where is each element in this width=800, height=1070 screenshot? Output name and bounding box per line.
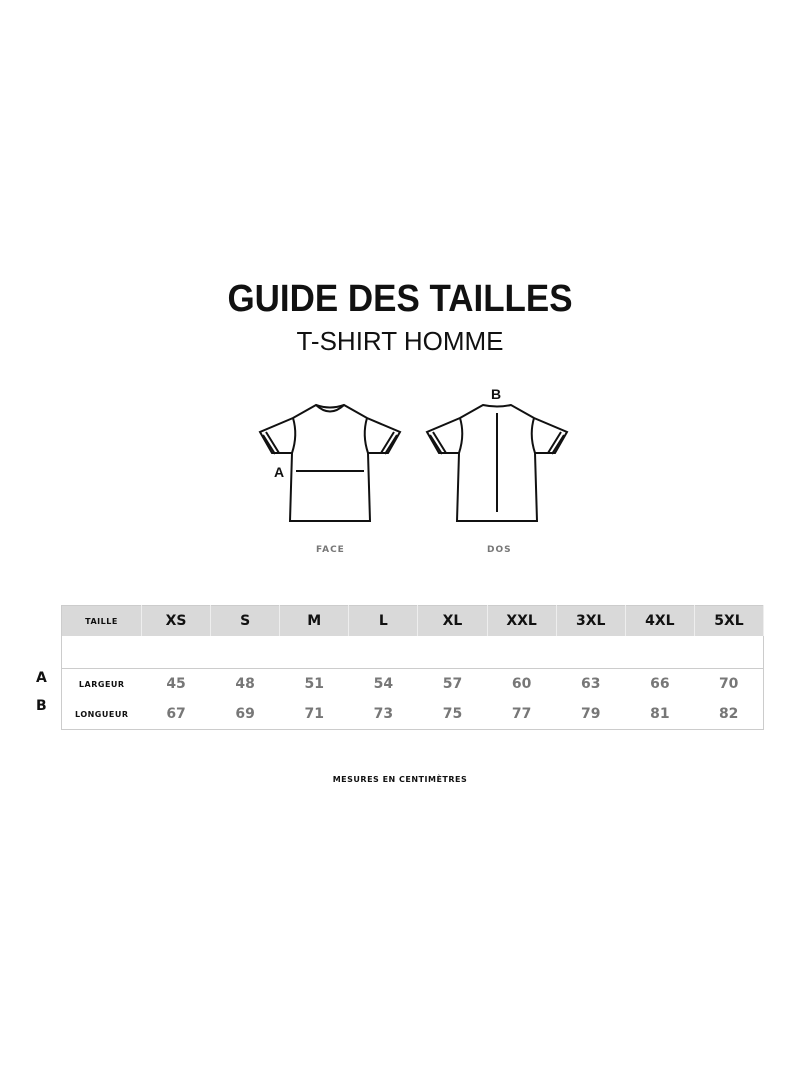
size-header-4xl: 4XL — [625, 605, 695, 636]
row-marker-a: A — [36, 670, 47, 686]
size-header-m: M — [279, 605, 350, 636]
table-cell: 71 — [304, 706, 325, 722]
size-header-label: TAILLE — [61, 605, 142, 636]
table-cell: 57 — [442, 676, 463, 692]
table-cell: 73 — [373, 706, 394, 722]
size-header-xl: XL — [417, 605, 488, 636]
table-cell: 63 — [580, 676, 601, 692]
spacer-cell — [61, 636, 764, 669]
table-cell: 77 — [511, 706, 532, 722]
front-caption: FACE — [316, 545, 345, 555]
table-cell: 60 — [511, 676, 532, 692]
tshirt-diagrams: A B — [258, 386, 569, 522]
tshirt-back-illustration: B — [425, 386, 569, 522]
back-caption: DOS — [487, 545, 512, 555]
page-subtitle: T-SHIRT HOMME — [296, 326, 504, 356]
table-cell: 66 — [650, 676, 670, 692]
table-cell: 48 — [235, 676, 255, 692]
table-row: LARGEUR 45 48 51 54 57 60 63 66 70 — [62, 669, 764, 700]
table-cell: 79 — [580, 706, 601, 722]
table-cell: 81 — [650, 706, 670, 722]
row-marker-b: B — [36, 698, 47, 714]
size-header-l: L — [348, 605, 419, 636]
size-header-s: S — [210, 605, 281, 636]
marker-a: A — [274, 464, 284, 480]
table-cell: 45 — [166, 676, 186, 692]
size-table: TAILLE XS S M L XL XXL 3XL 4XL 5XL LARGEUR 45 48 51… — [61, 605, 765, 730]
size-header-3xl: 3XL — [556, 605, 626, 636]
page-title: GUIDE DES TAILLES — [227, 278, 573, 320]
marker-b: B — [491, 386, 501, 402]
size-header-xxl: XXL — [487, 605, 557, 636]
tshirt-front-illustration: A — [258, 403, 402, 522]
table-cell: 54 — [373, 676, 394, 692]
table-cell: 51 — [304, 676, 325, 692]
table-cell: 75 — [442, 706, 463, 722]
table-cell: 67 — [166, 706, 186, 722]
units-note: MESURES EN CENTIMÈTRES — [332, 775, 468, 784]
size-header-xs: XS — [141, 605, 212, 636]
size-header-5xl: 5XL — [694, 605, 765, 636]
table-row: LONGUEUR 67 69 71 73 75 77 79 81 82 — [62, 699, 764, 730]
table-cell: 69 — [235, 706, 255, 722]
table-cell: 82 — [718, 706, 739, 722]
table-cell: 70 — [718, 676, 739, 692]
row-label: LARGEUR — [78, 679, 125, 689]
size-header-row: TAILLE XS S M L XL XXL 3XL 4XL 5XL — [61, 605, 765, 636]
spacer-row — [61, 636, 764, 669]
row-label: LONGUEUR — [75, 709, 129, 719]
